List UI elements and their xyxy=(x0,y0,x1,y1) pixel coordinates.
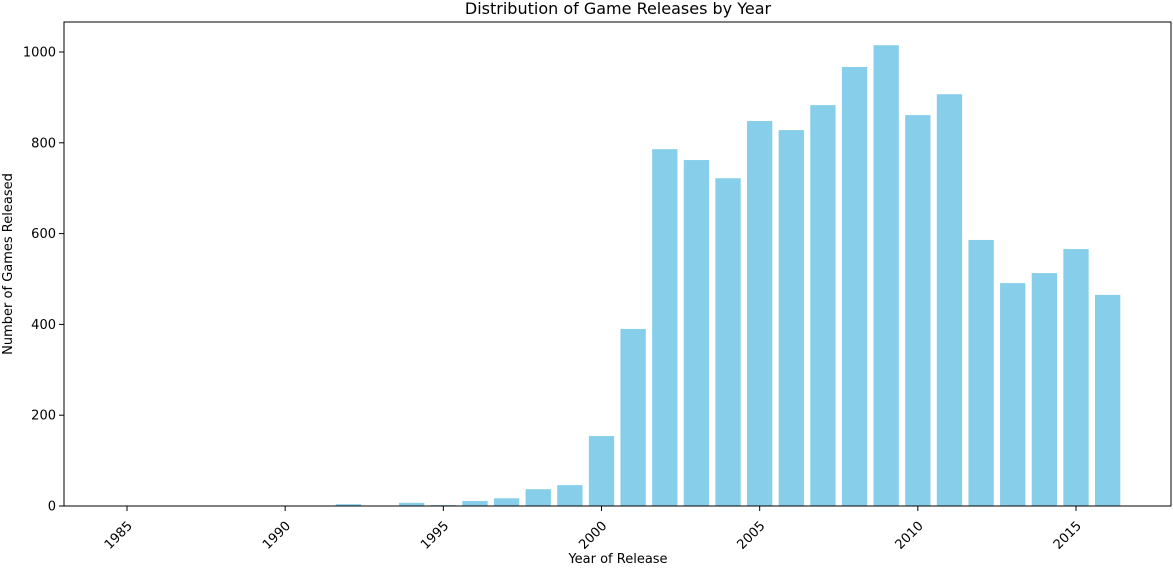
x-tick-label: 1985 xyxy=(102,519,136,553)
y-tick-label: 400 xyxy=(31,318,56,333)
y-axis-label: Number of Games Released xyxy=(1,173,16,355)
x-tick-label: 1995 xyxy=(418,519,452,553)
x-axis-label: Year of Release xyxy=(567,552,667,567)
bar-2003 xyxy=(684,160,709,506)
bar-2004 xyxy=(715,178,740,506)
bar-2005 xyxy=(747,121,772,506)
bar-2008 xyxy=(842,67,867,506)
x-tick-label: 2000 xyxy=(576,519,610,553)
bar-1998 xyxy=(526,489,551,506)
bar-1996 xyxy=(462,501,487,506)
x-tick-label: 2015 xyxy=(1051,519,1085,553)
y-tick-label: 800 xyxy=(31,136,56,151)
y-tick-label: 1000 xyxy=(23,46,56,61)
bar-2016 xyxy=(1095,295,1120,506)
x-tick-label: 2005 xyxy=(734,519,768,553)
bar-2000 xyxy=(589,436,614,506)
bar-2007 xyxy=(810,105,835,506)
bar-2014 xyxy=(1032,273,1057,506)
bar-2010 xyxy=(905,115,930,506)
bar-2013 xyxy=(1000,283,1025,506)
bar-1997 xyxy=(494,498,519,506)
y-tick-label: 0 xyxy=(48,500,56,515)
y-tick-label: 600 xyxy=(31,227,56,242)
chart-title: Distribution of Game Releases by Year xyxy=(465,0,772,18)
bar-2009 xyxy=(874,45,899,506)
bar-2001 xyxy=(620,329,645,506)
bar-2012 xyxy=(968,240,993,506)
x-tick-label: 2010 xyxy=(893,519,927,553)
bar-1999 xyxy=(557,485,582,506)
bar-2002 xyxy=(652,149,677,506)
bar-2015 xyxy=(1063,249,1088,506)
bar-2011 xyxy=(937,94,962,506)
x-tick-label: 1990 xyxy=(260,519,294,553)
bar-2006 xyxy=(779,130,804,506)
y-tick-label: 200 xyxy=(31,409,56,424)
